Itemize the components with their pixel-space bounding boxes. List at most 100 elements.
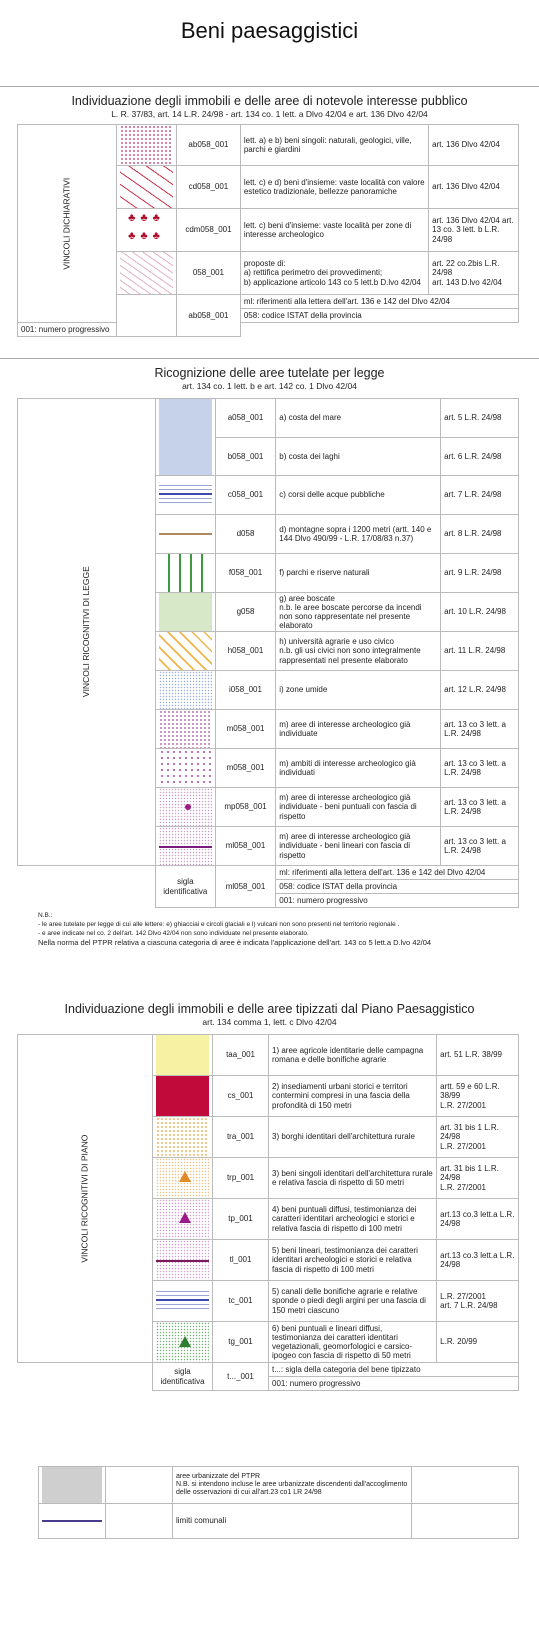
section-3-subheading: art. 134 comma 1, lett. c Dlvo 42/04	[0, 1017, 539, 1027]
legend-swatch	[155, 593, 215, 632]
legend-reference: art.13 co.3 lett.a L.R. 24/98	[437, 1199, 519, 1240]
section-1-side-label: VINCOLI DICHIARATIVI	[62, 178, 71, 270]
section-4-legend-table: aree urbanizzate del PTPR N.B. si intend…	[38, 1466, 519, 1539]
vegetation-swatch-icon	[156, 1322, 209, 1362]
canal-lines-swatch-icon	[156, 1281, 209, 1321]
legend-code-empty	[106, 1504, 173, 1539]
legend-code: m058_001	[215, 749, 276, 788]
legend-swatch	[116, 166, 176, 209]
section-1-heading: Individuazione degli immobili e delle ar…	[0, 94, 539, 108]
legend-description: d) montagne sopra i 1200 metri (artt. 14…	[276, 515, 441, 554]
line-icon	[159, 846, 212, 848]
legend-swatch	[155, 515, 215, 554]
legend-description: lett. c) beni d'insieme: vaste località …	[240, 209, 428, 252]
section-3-side-label: VINCOLI RICOGNITIVI DI PIANO	[80, 1135, 89, 1263]
legend-code: d058	[215, 515, 276, 554]
archaeo-ambit-swatch-icon	[159, 749, 212, 787]
code-note: 001: numero progressivo	[276, 894, 519, 908]
spacer	[18, 866, 156, 908]
triangle-purple-icon	[179, 1212, 191, 1223]
legend-description: f) parchi e riserve naturali	[276, 554, 441, 593]
legend-swatch	[155, 632, 215, 671]
legend-swatch: ♣♣♣ ♣♣♣	[116, 209, 176, 252]
legend-swatch	[153, 1199, 213, 1240]
legend-reference: art. 136 Dlvo 42/04	[429, 125, 519, 166]
legend-swatch	[153, 1240, 213, 1281]
legend-swatch	[155, 554, 215, 593]
code-example: ab058_001	[177, 295, 241, 337]
legend-swatch	[153, 1035, 213, 1076]
legend-swatch	[153, 1117, 213, 1158]
legend-swatch	[155, 788, 215, 827]
legend-description: m) ambiti di interesse archeologico già …	[276, 749, 441, 788]
sigla-label: sigla identificativa	[153, 1363, 213, 1391]
legend-description: h) università agrarie e uso civico n.b. …	[276, 632, 441, 671]
legend-description: m) aree di interesse archeologico già in…	[276, 710, 441, 749]
legend-reference: art. 31 bis 1 L.R. 24/98 L.R. 27/2001	[437, 1117, 519, 1158]
section-3-heading: Individuazione degli immobili e delle ar…	[0, 1002, 539, 1016]
legend-code: m058_001	[215, 710, 276, 749]
legend-description: 1) aree agricole identitarie delle campa…	[269, 1035, 437, 1076]
legend-reference: art. 13 co 3 lett. a L.R. 24/98	[441, 827, 519, 866]
section-2-subheading: art. 134 co. 1 lett. b e art. 142 co. 1 …	[0, 381, 539, 391]
nb-notes: N.B.: - le aree tutelate per legge di cu…	[38, 912, 518, 948]
legend-code: i058_001	[215, 671, 276, 710]
section-3-header: Individuazione degli immobili e delle ar…	[0, 1002, 539, 1027]
urbanized-swatch-icon	[42, 1467, 102, 1503]
legend-reference: art. 7 L.R. 24/98	[441, 476, 519, 515]
historic-urban-swatch-icon	[156, 1076, 209, 1116]
legend-swatch	[155, 827, 215, 866]
woodland-swatch-icon	[159, 593, 212, 631]
legend-description: 4) beni puntuali diffusi, testimonianza …	[269, 1199, 437, 1240]
diffuse-point-swatch-icon	[156, 1199, 209, 1239]
code-example: ml058_001	[215, 866, 276, 908]
light-hatched-swatch-icon	[120, 252, 173, 294]
legend-reference: art. 13 co 3 lett. a L.R. 24/98	[441, 788, 519, 827]
legend-swatch	[153, 1076, 213, 1117]
nb-line: Nella norma del PTPR relativa a ciascuna…	[38, 938, 518, 948]
legend-description: c) corsi delle acque pubbliche	[276, 476, 441, 515]
legend-code: h058_001	[215, 632, 276, 671]
section-1-legend-table: VINCOLI DICHIARATIVI ab058_001 lett. a) …	[17, 124, 519, 337]
legend-swatch	[155, 671, 215, 710]
legend-reference: art. 5 L.R. 24/98	[441, 399, 519, 438]
wetland-swatch-icon	[159, 671, 212, 709]
legend-code: c058_001	[215, 476, 276, 515]
legend-description: limiti comunali	[173, 1504, 412, 1539]
legend-reference: art. 10 L.R. 24/98	[441, 593, 519, 632]
legend-swatch	[155, 749, 215, 788]
civic-use-hatch-swatch-icon	[159, 632, 212, 670]
code-note: 001: numero progressivo	[18, 323, 177, 337]
section-2-header: Ricognizione delle aree tutelate per leg…	[0, 366, 539, 391]
legend-code: 058_001	[177, 252, 241, 295]
hatched-swatch-icon	[120, 166, 173, 208]
legend-swatch	[153, 1281, 213, 1322]
legend-reference: art. 13 co 3 lett. a L.R. 24/98	[441, 710, 519, 749]
page-title: Beni paesaggistici	[0, 18, 539, 44]
legend-swatch	[116, 125, 176, 166]
code-note: 058: codice ISTAT della provincia	[240, 309, 518, 323]
legend-description: 2) insediamenti urbani storici e territo…	[269, 1076, 437, 1117]
section-divider	[0, 86, 539, 87]
line-icon	[156, 1260, 209, 1262]
legend-reference-empty	[412, 1504, 519, 1539]
linear-goods-swatch-icon	[156, 1240, 209, 1280]
water-lines-swatch-icon	[159, 476, 212, 514]
legend-description: aree urbanizzate del PTPR N.B. si intend…	[173, 1467, 412, 1504]
legend-reference: art. 9 L.R. 24/98	[441, 554, 519, 593]
legend-reference: art. 11 L.R. 24/98	[441, 632, 519, 671]
legend-reference: art.13 co.3 lett.a L.R. 24/98	[437, 1240, 519, 1281]
legend-swatch	[155, 710, 215, 749]
legend-swatch	[39, 1504, 106, 1539]
section-1-header: Individuazione degli immobili e delle ar…	[0, 94, 539, 119]
legend-reference: art. 22 co.2bis L.R. 24/98 art. 143 D.lv…	[429, 252, 519, 295]
legend-code-empty	[106, 1467, 173, 1504]
legend-reference: art. 6 L.R. 24/98	[441, 437, 519, 476]
legend-reference: art. 13 co 3 lett. a L.R. 24/98	[441, 749, 519, 788]
legend-reference: L.R. 20/99	[437, 1322, 519, 1363]
legend-code: tp_001	[213, 1199, 269, 1240]
legend-description: lett. a) e b) beni singoli: naturali, ge…	[240, 125, 428, 166]
legend-code: taa_001	[213, 1035, 269, 1076]
section-3-legend-table: VINCOLI RICOGNITIVI DI PIANO taa_001 1) …	[17, 1034, 519, 1391]
park-stripes-swatch-icon	[159, 554, 212, 592]
